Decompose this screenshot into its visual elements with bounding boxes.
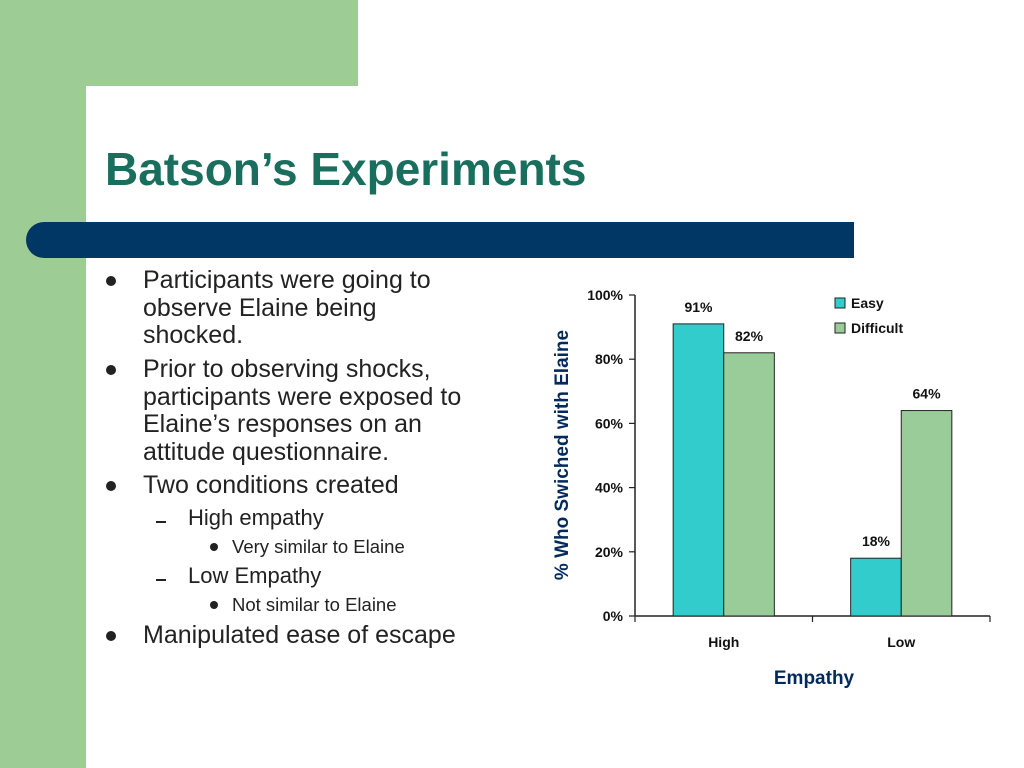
bullet-dot: [106, 481, 116, 491]
bullet-line: Low Empathy: [188, 563, 322, 588]
data-label: 82%: [735, 328, 764, 344]
green-top-band: [0, 0, 358, 86]
bullet-2: Prior to observing shocks, participants …: [143, 355, 462, 466]
x-axis: High Low: [634, 615, 991, 650]
bar-difficult-high: [723, 352, 775, 617]
y-tick-label: 20%: [595, 544, 624, 560]
title-underline-bar: [26, 222, 854, 258]
y-axis-title: % Who Swiched with Elaine: [552, 330, 573, 580]
x-axis-title: Empathy: [774, 668, 855, 689]
bullet-dot: [106, 631, 116, 641]
slide-title: Batson’s Experiments: [105, 143, 587, 195]
bullet-dot: [106, 276, 116, 286]
bullet-line: Not similar to Elaine: [232, 594, 397, 615]
bullet-dot: [106, 365, 116, 375]
bar-easy-high: [672, 323, 725, 617]
data-label: 64%: [913, 386, 942, 402]
slide-content-panel: [86, 86, 1024, 768]
bullet-line: shocked.: [143, 321, 244, 349]
sub-bullet-high-empathy: High empathy: [188, 506, 324, 530]
legend-label-easy: Easy: [851, 295, 884, 311]
bullet-line: High empathy: [188, 505, 324, 530]
sub-sub-bullet-dot: [210, 601, 218, 609]
bullet-line: Prior to observing shocks,: [143, 355, 431, 383]
y-axis: 0% 20% 40% 60% 80% 100%: [587, 287, 636, 624]
bullet-line: Manipulated ease of escape: [143, 621, 456, 649]
sub-sub-bullet-very-similar: Very similar to Elaine: [232, 537, 405, 557]
sub-bullet-dash: [156, 579, 166, 581]
bar-easy-low: [850, 557, 902, 617]
sub-sub-bullet-dot: [210, 543, 218, 551]
legend-swatch-easy: [834, 297, 846, 309]
chart-legend: Easy Difficult: [834, 295, 903, 336]
sub-sub-bullet-not-similar: Not similar to Elaine: [232, 595, 397, 615]
x-tick-label: High: [708, 634, 739, 650]
bullet-line: participants were exposed to: [143, 382, 462, 411]
bullet-line: Two conditions created: [143, 471, 399, 499]
data-label: 18%: [862, 533, 891, 549]
y-tick-label: 40%: [595, 480, 624, 496]
bullet-line: Elaine’s responses on an: [143, 410, 422, 438]
bullet-3: Two conditions created: [143, 471, 399, 500]
data-label: 91%: [684, 299, 713, 315]
empathy-bar-chart: 0%20%40%60%80%100% High Low 91%18%82%64% …: [552, 287, 991, 689]
bullet-line: Participants were going to: [143, 266, 431, 294]
data-labels: 91% 18% 82% 64%: [684, 299, 941, 549]
bullet-4: Manipulated ease of escape: [143, 621, 456, 650]
y-tick-label: 60%: [595, 415, 624, 431]
y-tick-label: 0%: [603, 608, 624, 624]
legend-label-difficult: Difficult: [851, 320, 903, 336]
sub-bullet-low-empathy: Low Empathy: [188, 564, 321, 588]
bullet-line: attitude questionnaire.: [143, 437, 390, 466]
bullet-1: Participants were going to observe Elain…: [143, 266, 431, 350]
legend-swatch-difficult: [834, 322, 846, 334]
y-tick-label: 80%: [595, 351, 624, 367]
green-side-band: [0, 0, 86, 768]
bars: [672, 323, 953, 617]
y-tick-label: 100%: [587, 287, 623, 303]
sub-bullet-dash: [156, 521, 166, 523]
x-tick-label: Low: [887, 634, 915, 650]
bullet-line: observe Elaine being: [143, 293, 377, 322]
bullet-line: Very similar to Elaine: [232, 536, 405, 557]
bar-difficult-low: [900, 410, 953, 617]
